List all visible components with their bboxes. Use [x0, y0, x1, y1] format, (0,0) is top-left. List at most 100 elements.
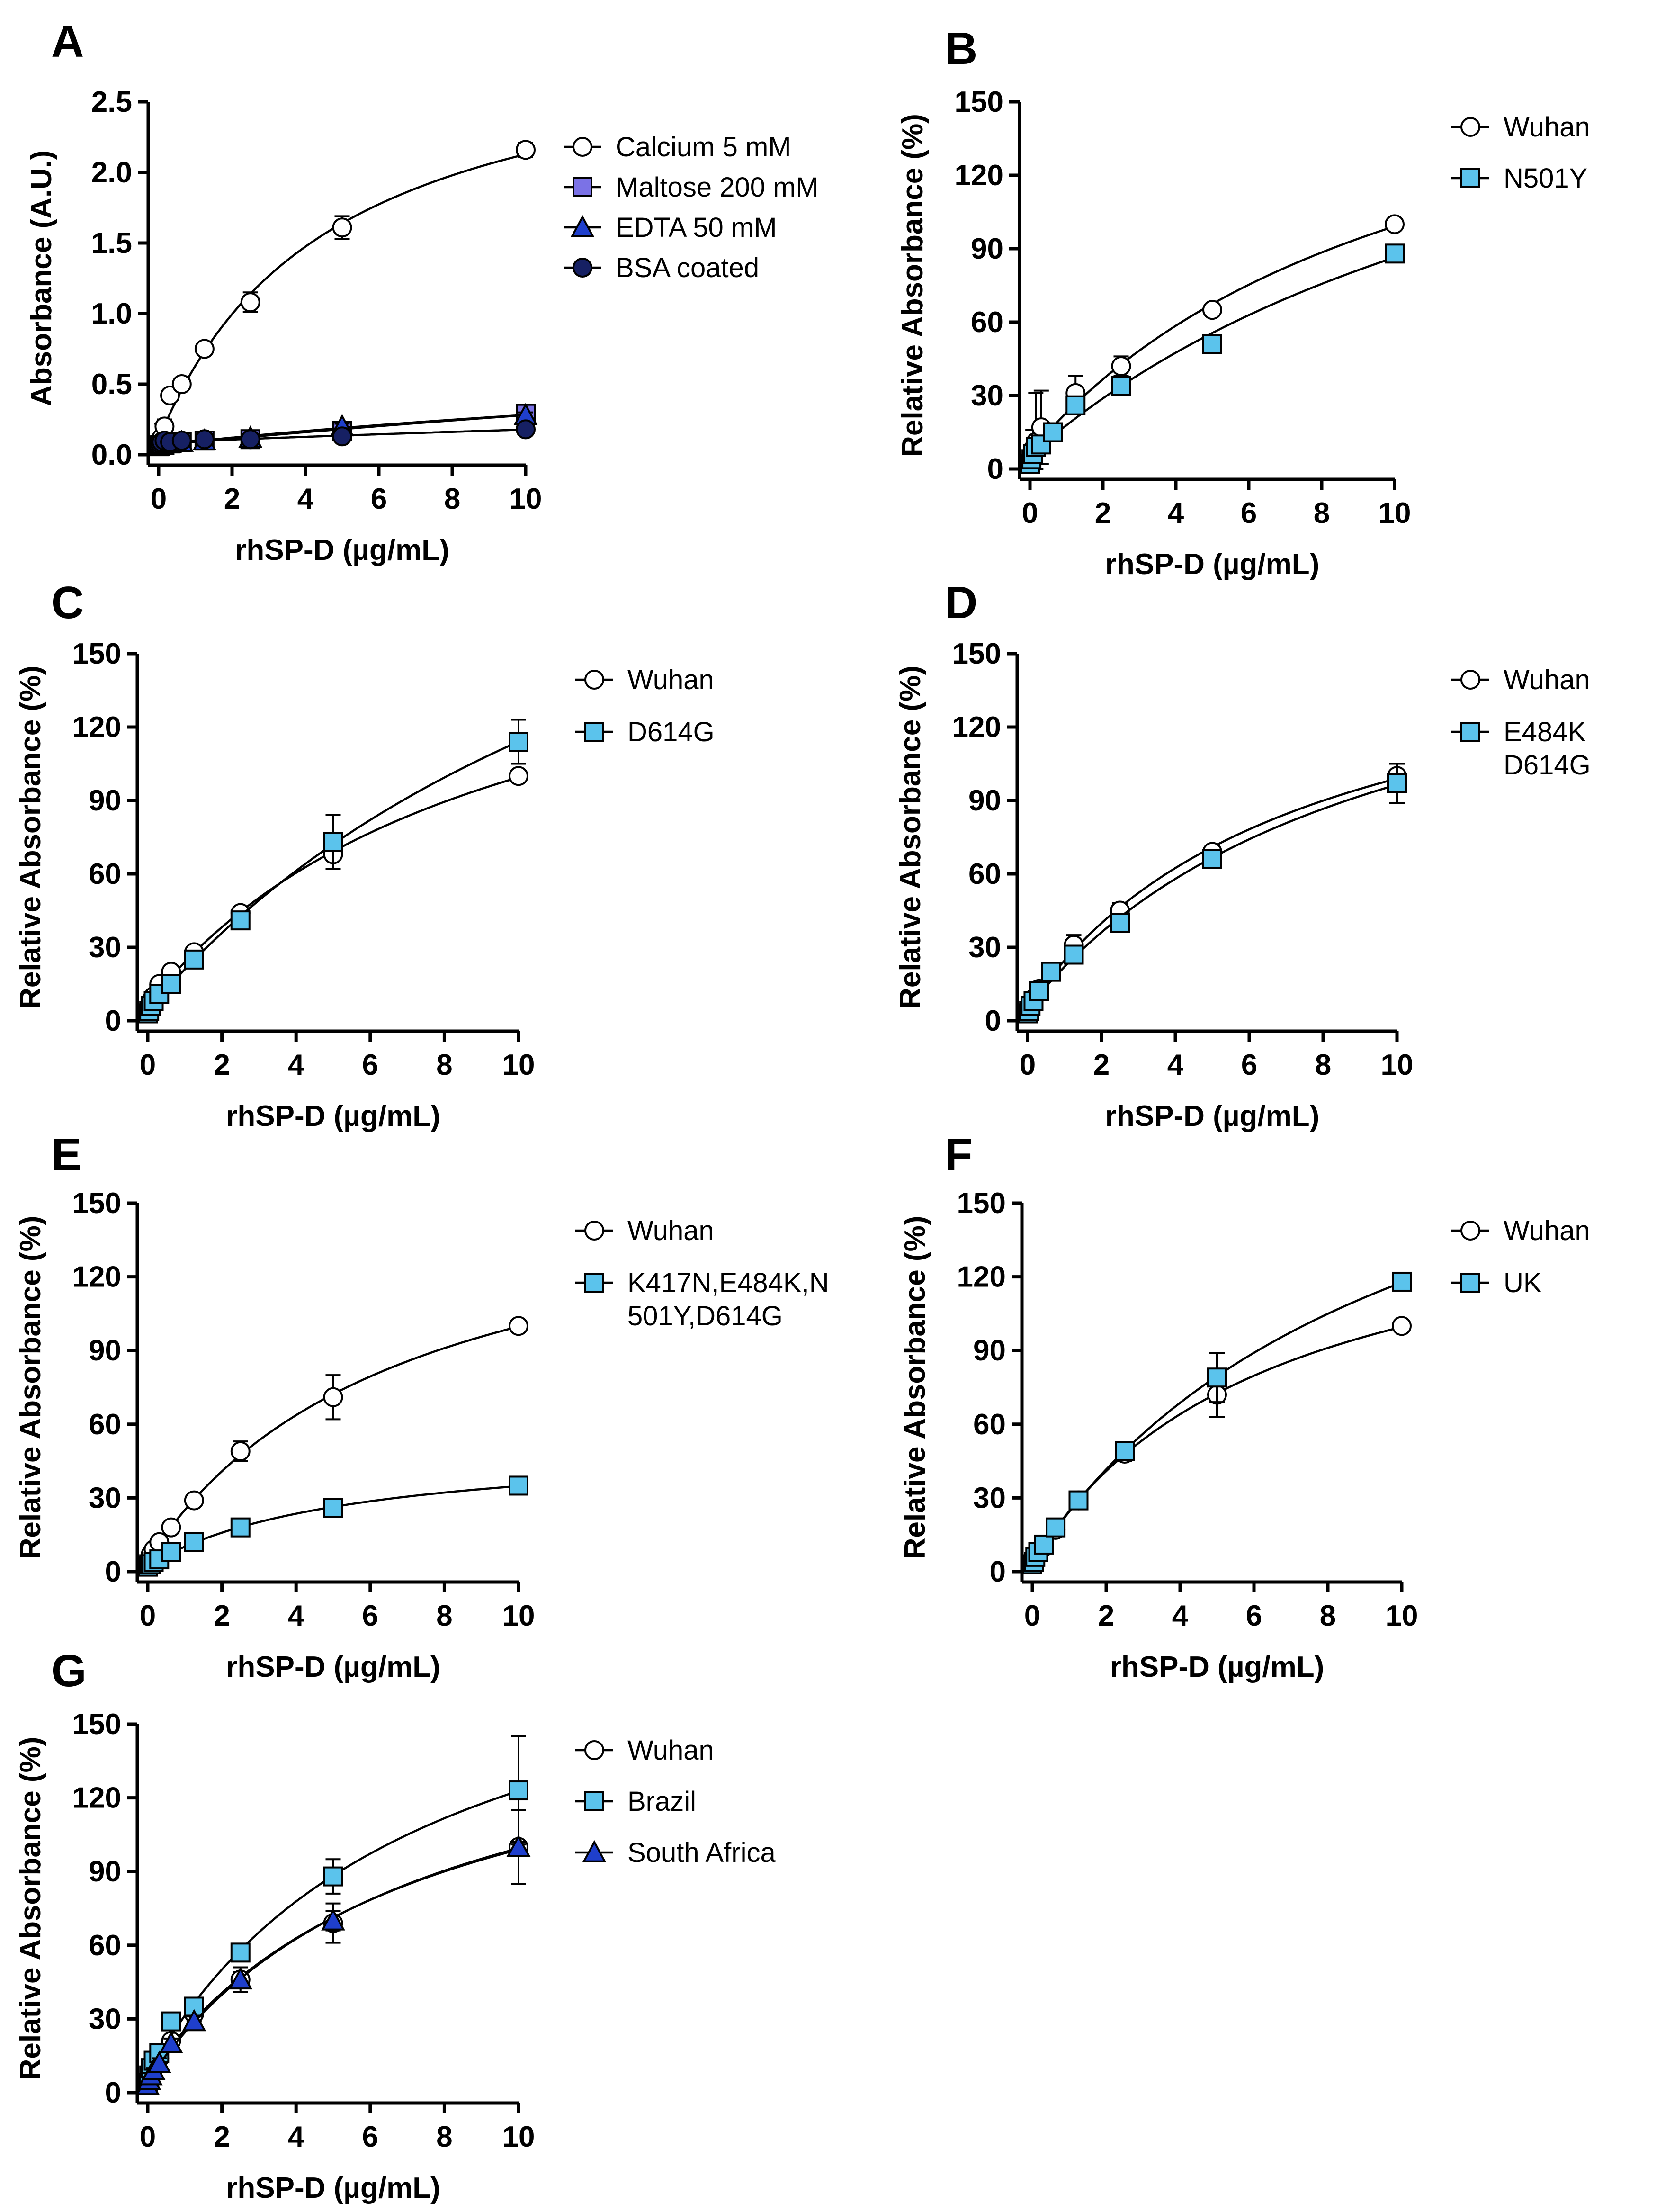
- y-tick-label: 0: [990, 1556, 1006, 1588]
- y-tick-label: 30: [973, 1482, 1006, 1514]
- data-point: [1392, 1316, 1412, 1336]
- legend-entry: Brazil: [575, 1786, 696, 1817]
- series-wuhan: [1018, 763, 1407, 1024]
- data-point: [230, 1441, 251, 1461]
- data-point: [194, 429, 215, 450]
- legend-label: D614G: [627, 717, 715, 747]
- data-point: [240, 292, 260, 313]
- y-tick-label: 30: [89, 1482, 121, 1514]
- x-tick-label: 2: [1098, 1600, 1114, 1632]
- data-point: [194, 339, 215, 359]
- data-point: [1041, 962, 1061, 982]
- data-point: [1043, 422, 1063, 442]
- fit-curve: [1029, 256, 1395, 457]
- data-point: [1065, 395, 1086, 415]
- legend-marker: [573, 137, 592, 157]
- data-point: [161, 974, 181, 994]
- y-tick-label: 0: [105, 2077, 121, 2109]
- y-axis-label: Relative Absorbance (%): [896, 114, 929, 457]
- panel-a: A 0.0 0.5 1.0 1.5 2.0 2.5 0 2 4 6 8 10 rhSP-D (µg/mL)…: [25, 16, 819, 566]
- y-tick-label: 150: [72, 638, 121, 670]
- y-tick-label: 60: [971, 306, 1003, 339]
- data-point: [323, 1387, 343, 1407]
- legend-entry: Wuhan: [575, 1735, 714, 1766]
- legend-marker: [1460, 1273, 1480, 1293]
- legend-marker: [573, 177, 592, 197]
- data-point: [1110, 913, 1130, 933]
- data-point: [1207, 1367, 1227, 1388]
- legend-marker: [1460, 670, 1480, 690]
- legend-entry: Calcium 5 mM: [564, 132, 791, 162]
- y-tick-label: 30: [971, 379, 1003, 412]
- y-tick-label: 60: [973, 1408, 1006, 1441]
- x-tick-label: 6: [362, 1600, 378, 1632]
- legend-marker: [584, 1791, 604, 1811]
- x-tick-label: 10: [510, 483, 542, 515]
- x-tick-label: 0: [1024, 1600, 1040, 1632]
- legend-marker: [584, 1740, 604, 1760]
- legend-marker: [1460, 1221, 1480, 1241]
- panel-letter: A: [51, 16, 84, 67]
- data-point: [184, 949, 204, 970]
- x-tick-label: 8: [1320, 1600, 1336, 1632]
- legend-entry: South Africa: [575, 1837, 776, 1868]
- data-point: [1385, 243, 1405, 264]
- data-point: [1202, 849, 1222, 869]
- x-tick-label: 0: [1020, 1049, 1036, 1081]
- legend-label: EDTA 50 mM: [616, 212, 777, 243]
- data-point: [1031, 434, 1051, 455]
- y-tick-label: 120: [72, 711, 121, 744]
- legend-entry: Wuhan: [575, 1215, 714, 1246]
- data-point: [240, 429, 260, 450]
- legend-label: Wuhan: [1504, 112, 1590, 143]
- legend-label: Calcium 5 mM: [616, 132, 791, 162]
- fit-curve: [147, 740, 519, 1011]
- panel-g: G 0 30 60 90 120 150 0 2 4 6 8 10 rhSP-D (µg/mL) Relat…: [14, 1646, 776, 2204]
- data-point: [1068, 1490, 1089, 1511]
- y-tick-label: 60: [89, 1929, 121, 1962]
- series-wuhan: [138, 766, 528, 1021]
- data-point: [1111, 376, 1131, 396]
- y-tick-label: 150: [957, 1187, 1006, 1220]
- legend-entry: Wuhan: [1451, 1215, 1590, 1246]
- panel-letter: D: [945, 577, 977, 628]
- data-point: [516, 140, 536, 160]
- x-tick-label: 10: [1386, 1600, 1418, 1632]
- x-tick-label: 0: [140, 1049, 156, 1081]
- y-tick-label: 150: [955, 86, 1003, 118]
- y-tick-label: 0: [105, 1005, 121, 1037]
- x-tick-label: 2: [214, 1049, 230, 1081]
- series-south-africa: [135, 1834, 531, 2095]
- legend-label: Wuhan: [627, 1735, 714, 1766]
- data-point: [171, 431, 192, 451]
- y-tick-label: 60: [968, 858, 1001, 890]
- data-point: [159, 2031, 183, 2053]
- x-tick-label: 0: [151, 483, 167, 515]
- fit-curve: [147, 776, 519, 1006]
- legend-entry: K417N,E484K,N501Y,D614G: [575, 1268, 829, 1331]
- legend-marker: [1460, 117, 1480, 137]
- data-point: [1029, 981, 1049, 1001]
- legend-entry: Wuhan: [1451, 665, 1590, 695]
- x-axis-label: rhSP-D (µg/mL): [235, 534, 449, 566]
- legend-entry: N501Y: [1451, 163, 1587, 194]
- legend-entry: Wuhan: [575, 665, 714, 695]
- data-point: [182, 2009, 206, 2032]
- legend-marker: [584, 670, 604, 690]
- x-tick-label: 6: [1241, 1049, 1257, 1081]
- y-tick-label: 30: [89, 2003, 121, 2035]
- x-tick-label: 10: [502, 1600, 535, 1632]
- legend-label: K417N,E484K,N: [627, 1268, 829, 1298]
- data-point: [1034, 1534, 1054, 1555]
- data-point: [509, 1316, 528, 1336]
- panel-e: E 0 30 60 90 120 150 0 2 4 6 8 10 rhSP-D (µg/mL) Relat…: [14, 1129, 829, 1683]
- y-tick-label: 1.5: [91, 227, 132, 260]
- y-tick-label: 150: [952, 638, 1001, 670]
- legend-label: Wuhan: [1504, 1215, 1590, 1246]
- y-axis-label: Relative Absorbance (%): [894, 665, 927, 1009]
- legend-entry: EDTA 50 mM: [564, 212, 777, 243]
- y-tick-label: 120: [955, 159, 1003, 192]
- x-tick-label: 6: [371, 483, 387, 515]
- series-n501y: [1020, 243, 1405, 474]
